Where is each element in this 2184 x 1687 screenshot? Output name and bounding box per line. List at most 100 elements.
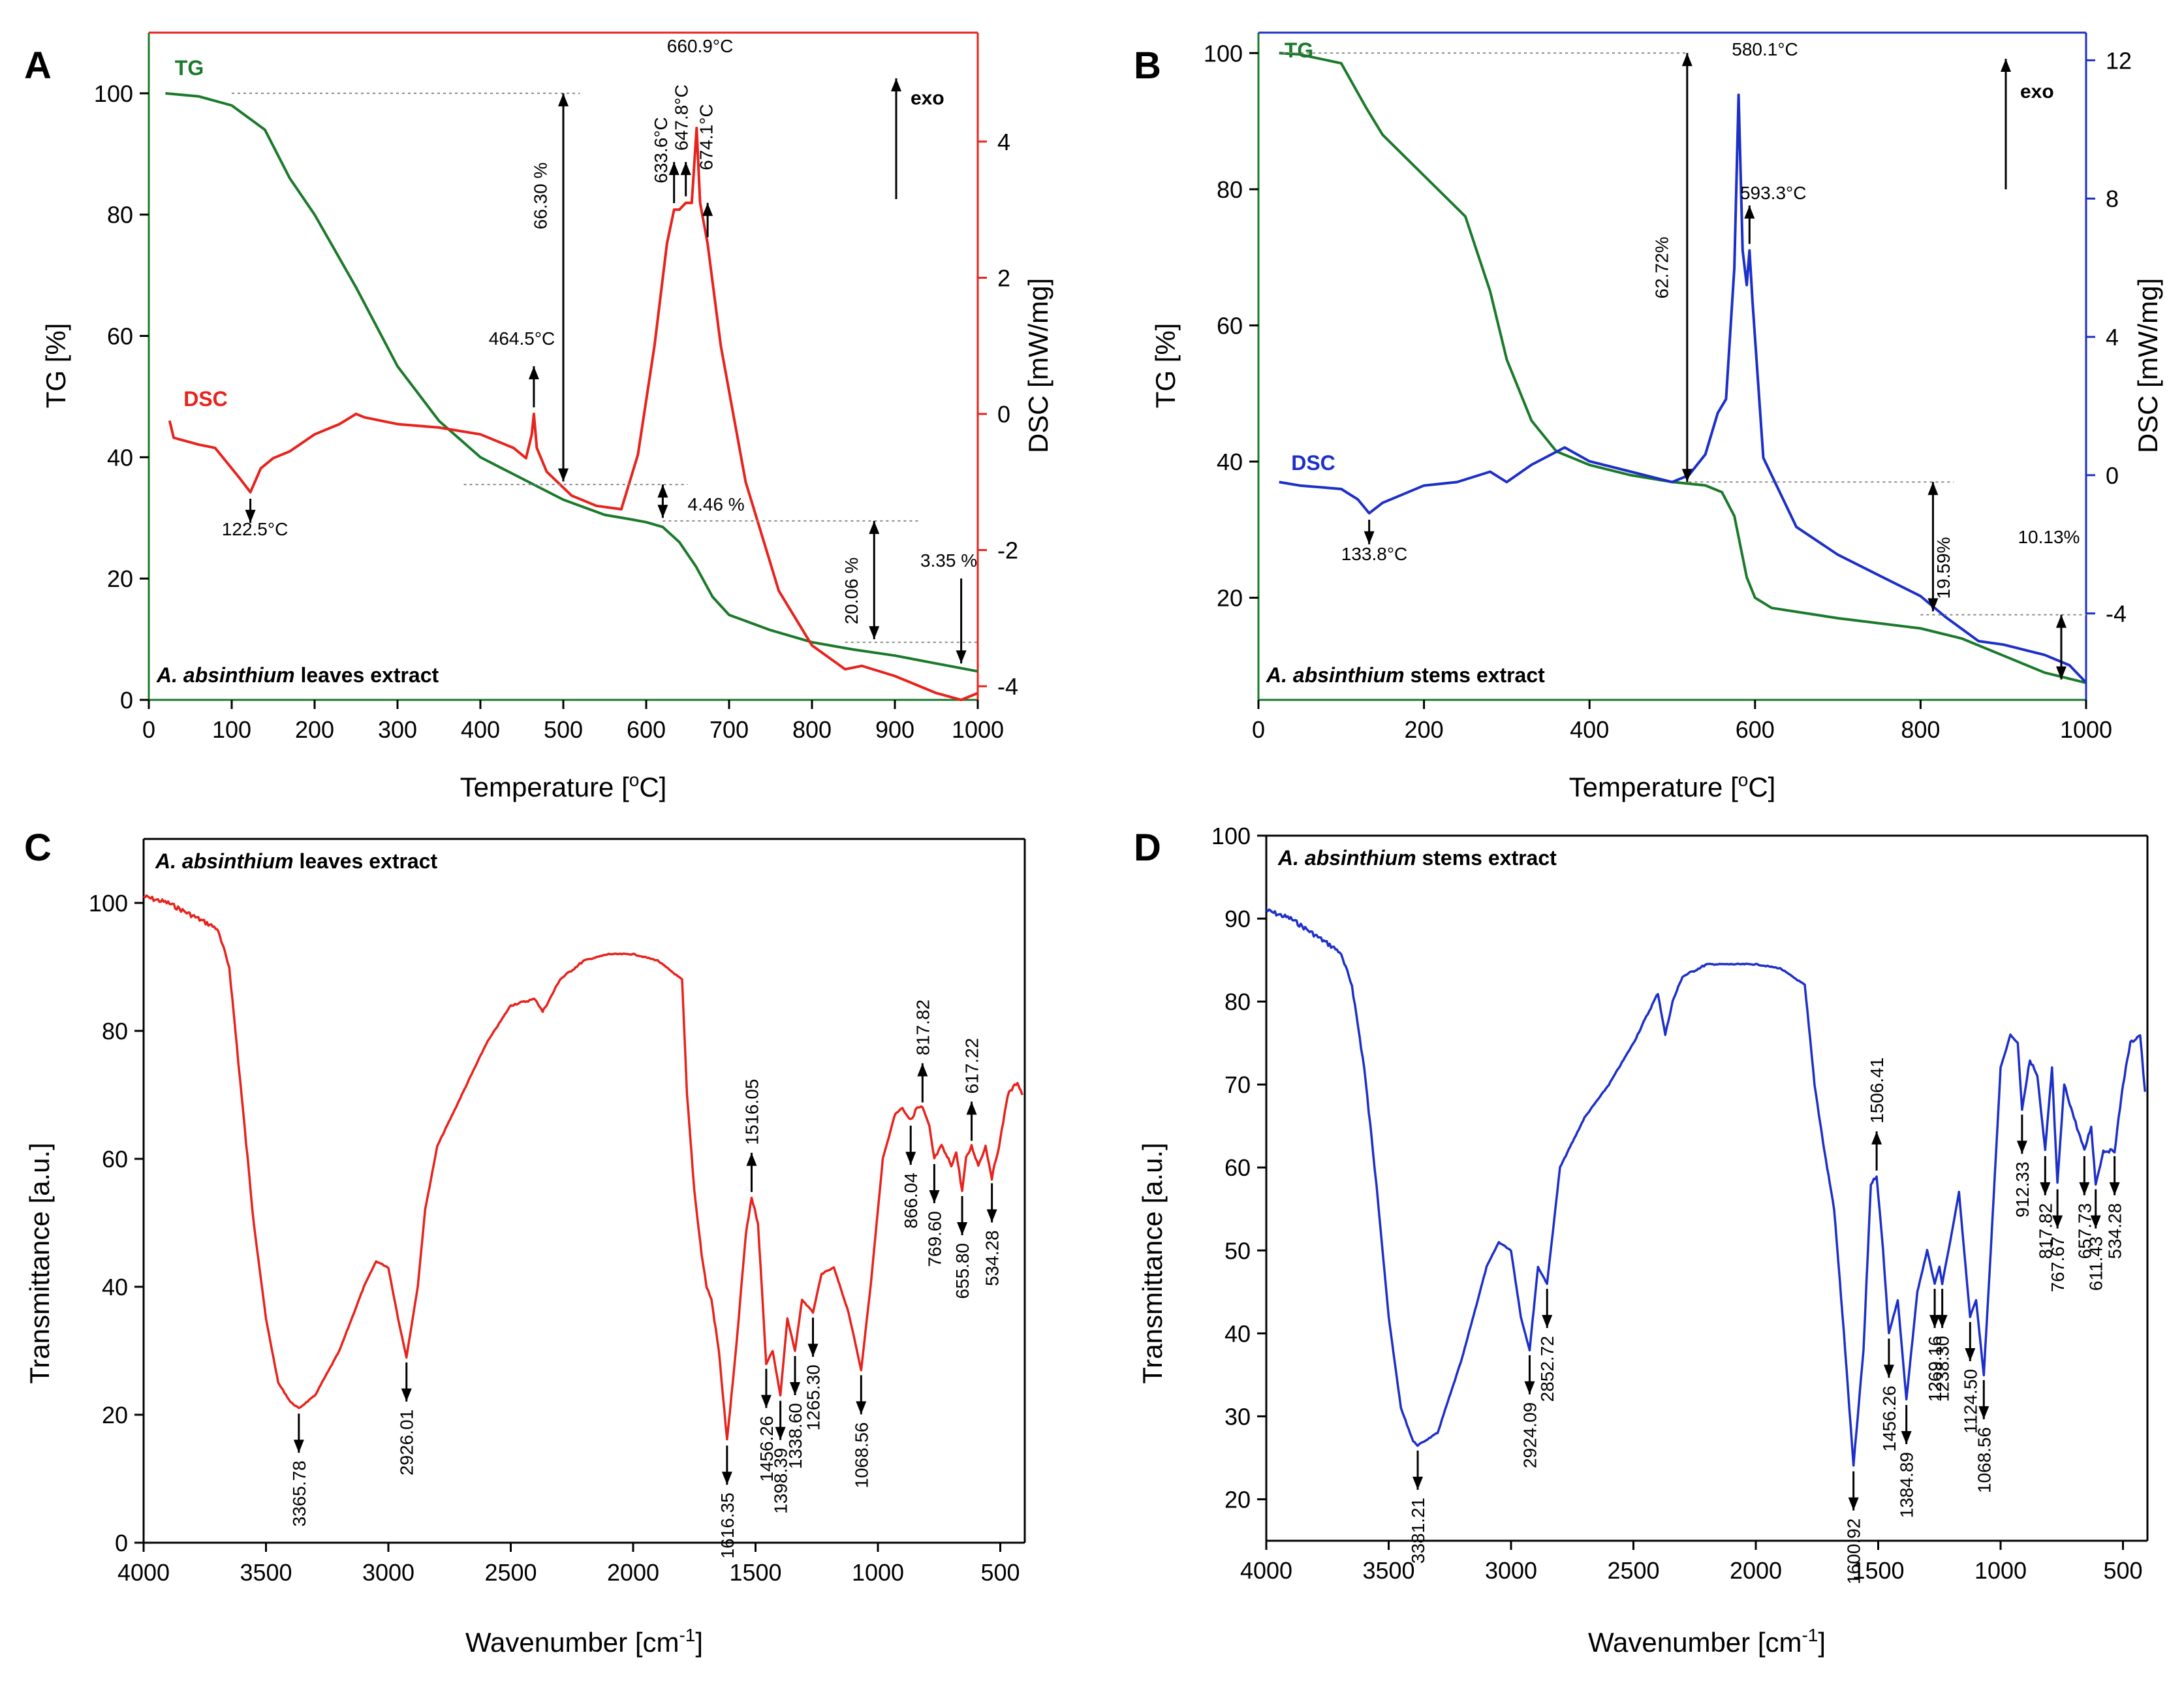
panel-c-y-tick-label: 40: [102, 1274, 128, 1301]
panel-c-y-tick-label: 0: [115, 1530, 128, 1556]
panel-d-peak-label: 3381.21: [1408, 1498, 1428, 1564]
panel-d-peak-arrow-head: [2052, 1215, 2063, 1229]
panel-c-peak-label: 1516.05: [741, 1079, 762, 1145]
panel-d-y-tick-label: 90: [1225, 906, 1251, 932]
panel-b-exo-arrow-head: [2001, 59, 2011, 72]
panel-c-x-tick-label: 2000: [607, 1559, 659, 1586]
panel-c-peak-arrow-head: [760, 1395, 772, 1408]
panel-d-peak-label: 817.82: [2035, 1203, 2055, 1259]
panel-c-spectrum: [143, 894, 1023, 1441]
panel-b-peak-593-arrow-head: [1744, 205, 1755, 219]
panel-c-peak-label: 1338.60: [785, 1403, 805, 1469]
panel-c-x-tick-label: 1500: [729, 1559, 781, 1586]
panel-c-x-tick-label: 3000: [362, 1559, 414, 1586]
panel-a-peak-633: 633.6°C: [651, 117, 671, 183]
panel-a-x-tick-label: 400: [461, 716, 500, 743]
panel-c-peak-label: 534.28: [982, 1230, 1003, 1286]
panel-a-y-tick-label: 20: [107, 565, 133, 592]
panel-c-peak-arrow-head: [721, 1472, 732, 1485]
panel-b-exo-label: exo: [2020, 81, 2054, 102]
panel-a-x-tick-label: 200: [295, 716, 334, 743]
panel-b-x-tick-label: 0: [1252, 716, 1265, 743]
panel-c-peak-arrow-head: [775, 1427, 786, 1440]
panel-c-title: A. absinthium leaves extract: [155, 849, 438, 873]
panel-a-y2-tick-label: -4: [997, 673, 1018, 700]
panel-a-x-tick-label: 100: [212, 716, 251, 743]
panel-d-ylabel: Transmittance [a.u.]: [1137, 1143, 1168, 1384]
panel-a-y2label: DSC [mW/mg]: [1023, 278, 1053, 453]
panel-a-loss2: 4.46 %: [688, 494, 745, 514]
panel-a-x-tick-label: 1000: [952, 716, 1004, 743]
panel-c-x-tick-label: 3500: [240, 1559, 292, 1586]
panel-d-peak-arrow-head: [2079, 1182, 2090, 1195]
panel-c-peak-arrow-head: [957, 1222, 968, 1235]
panel-c-peak-arrow-head: [966, 1101, 977, 1115]
panel-d-peak-arrow-head: [1524, 1381, 1535, 1395]
panel-a-peak-674-arrow-head: [702, 202, 713, 216]
panel-b-peak-580: 580.1°C: [1732, 39, 1798, 59]
panel-d-peak-label: 767.67: [2048, 1237, 2068, 1293]
panel-b-loss1-arrow-tail: [1681, 53, 1693, 67]
panel-c-x-tick-label: 1000: [852, 1559, 904, 1586]
panel-b-x-tick-label: 600: [1736, 716, 1775, 743]
panel-d-y-tick-label: 100: [1211, 823, 1251, 849]
panel-c-letter: C: [24, 827, 52, 869]
panel-c-x-tick-label: 4000: [117, 1559, 170, 1586]
panel-d-peak-label: 1600.92: [1844, 1519, 1864, 1585]
panel-a-xlabel: Temperature [oC]: [460, 770, 667, 802]
panel-d-xlabel: Wavenumber [cm-1]: [1588, 1625, 1826, 1658]
panel-d-peak-arrow-head: [1883, 1364, 1894, 1378]
panel-c-peak-label: 655.80: [952, 1243, 973, 1299]
panel-c-peak-arrow-head: [986, 1209, 997, 1223]
panel-d-peak-label: 1238.30: [1933, 1336, 1953, 1402]
panel-d-peak-label: 2852.72: [1537, 1336, 1557, 1402]
panel-b-y-tick-label: 40: [1217, 449, 1243, 475]
panel-d-peak-label: 657.73: [2074, 1203, 2095, 1259]
panel-d-peak-label: 1456.26: [1879, 1385, 1899, 1451]
panel-a-loss3: 20.06 %: [841, 558, 862, 625]
panel-d-title: A. absinthium stems extract: [1277, 846, 1557, 870]
panel-d-peak-arrow-head: [1848, 1497, 1859, 1511]
panel-b-loss2: 19.59%: [1933, 537, 1954, 599]
panel-d-peak-label: 534.28: [2105, 1203, 2125, 1259]
panel-c-peak-label: 3365.78: [289, 1460, 309, 1526]
panel-a-exo-arrow-head: [891, 78, 901, 91]
panel-d-y-tick-label: 30: [1225, 1403, 1251, 1430]
panel-c-y-tick-label: 20: [102, 1402, 128, 1428]
panel-a-loss1-arrow-tail: [558, 93, 569, 106]
panel-b-y-tick-label: 20: [1217, 585, 1243, 612]
panel-a-tg-label: TG: [175, 56, 204, 80]
panel-a-peak-122-arrow-head: [245, 509, 256, 523]
panel-b-y2label: DSC [mW/mg]: [2132, 278, 2163, 453]
panel-a-y2-tick-label: -2: [997, 537, 1018, 564]
panel-b-tg-label: TG: [1285, 39, 1313, 62]
panel-d-letter: D: [1134, 827, 1161, 869]
panel-a-exo-label: exo: [911, 87, 944, 109]
panel-b-dsc-line: [1279, 93, 2087, 684]
panel-a-peak-647-arrow-head: [680, 162, 691, 176]
panel-a-title: A. absinthium leaves extract: [156, 663, 439, 687]
panel-a-y-tick-label: 0: [120, 687, 133, 714]
panel-a-x-tick-label: 500: [544, 716, 583, 743]
panel-a-loss2-arrow-tail: [657, 484, 668, 498]
panel-d-y-tick-label: 20: [1225, 1486, 1251, 1513]
panel-d-peak-label: 2924.09: [1520, 1402, 1540, 1468]
panel-d-peak-arrow-head: [1901, 1431, 1912, 1444]
panel-b-y-tick-label: 80: [1217, 176, 1243, 203]
panel-a-x-tick-label: 0: [142, 716, 155, 743]
panel-b-peak-593: 593.3°C: [1740, 183, 1807, 203]
panel-c-peak-label: 1265.30: [803, 1364, 824, 1430]
panel-d-y-tick-label: 80: [1225, 988, 1251, 1015]
panel-b-loss1: 62.72%: [1652, 237, 1672, 299]
panel-a-x-tick-label: 800: [792, 716, 832, 743]
panel-b-x-tick-label: 1000: [2060, 716, 2112, 743]
panel-d-peak-arrow-head: [1871, 1131, 1882, 1144]
panel-a-peak-633-arrow-head: [668, 162, 679, 176]
panel-b-loss3-arrow-tail: [2055, 614, 2067, 628]
panel-c-y-tick-label: 80: [102, 1018, 128, 1045]
panel-d-peak-label: 611.43: [2086, 1237, 2106, 1291]
panel-d-peak-arrow-head: [1412, 1476, 1424, 1490]
panel-b-letter: B: [1134, 44, 1161, 87]
panel-a-peak-674: 674.1°C: [696, 104, 717, 170]
